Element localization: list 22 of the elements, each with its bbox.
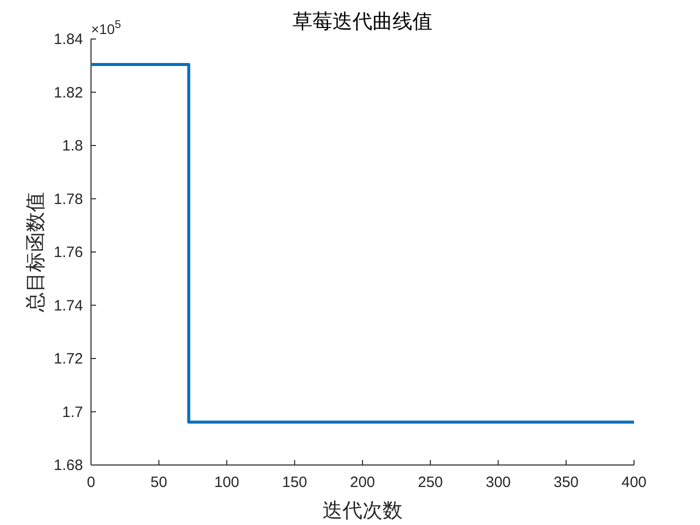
y-tick-label: 1.68 <box>54 457 83 474</box>
x-axis-title: 迭代次数 <box>322 500 402 522</box>
y-tick-label: 1.7 <box>62 404 83 421</box>
x-tick-label: 300 <box>486 474 511 491</box>
y-tick-label: 1.82 <box>54 84 83 102</box>
y-tick-label: 1.74 <box>54 297 83 314</box>
x-tick-label: 150 <box>282 474 308 491</box>
x-tick-label: 200 <box>350 474 376 491</box>
x-tick-label: 0 <box>86 474 96 491</box>
y-tick-label: 1.76 <box>54 244 83 261</box>
y-tick-label: 1.84 <box>54 31 83 48</box>
x-tick-label: 100 <box>214 474 240 491</box>
chart-title: 草莓迭代曲线值 <box>292 11 432 33</box>
y-tick-label: 1.72 <box>54 350 83 368</box>
y-axis-title: 总目标函数值 <box>25 192 47 313</box>
x-tick-label: 50 <box>150 474 168 491</box>
x-tick-label: 250 <box>418 474 443 491</box>
x-tick-label: 350 <box>554 474 579 491</box>
text: ×10$^{5}$ <box>91 19 121 37</box>
x-tick-label: 400 <box>621 474 647 491</box>
y-tick-label: 1.8 <box>62 138 83 154</box>
y-tick-label: 1.78 <box>54 190 83 208</box>
